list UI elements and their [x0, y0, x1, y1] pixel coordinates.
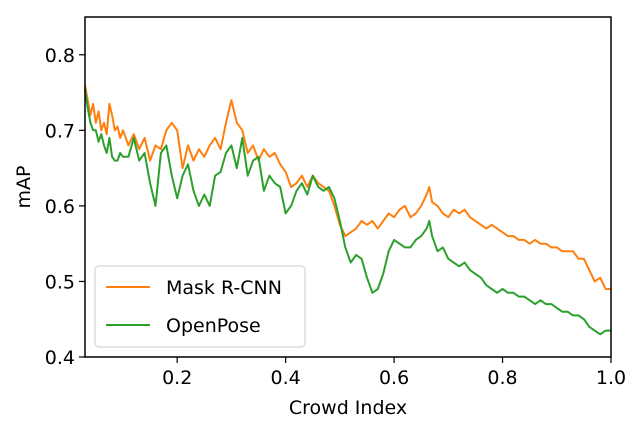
legend: Mask R-CNN OpenPose: [94, 265, 306, 348]
y-tick-label: 0.5: [45, 271, 75, 293]
y-tick-label: 0.8: [45, 45, 75, 67]
x-tick-label: 0.4: [271, 367, 301, 389]
y-axis-ticks: 0.4 0.5 0.6 0.7 0.8: [45, 45, 85, 369]
legend-label-openpose: OpenPose: [166, 315, 261, 337]
x-axis-ticks: 0.2 0.4 0.6 0.8 1.0: [162, 357, 626, 389]
legend-label-mask-rcnn: Mask R-CNN: [166, 277, 282, 299]
y-tick-label: 0.7: [45, 120, 75, 142]
series-line-openpose: [84, 88, 611, 336]
x-axis-label: Crowd Index: [289, 397, 407, 419]
x-tick-label: 1.0: [596, 367, 626, 389]
x-tick-label: 0.6: [379, 367, 409, 389]
y-tick-label: 0.6: [45, 196, 75, 218]
y-tick-label: 0.4: [45, 347, 75, 369]
x-tick-label: 0.2: [162, 367, 192, 389]
x-tick-label: 0.8: [487, 367, 517, 389]
series-line-mask-r-cnn: [84, 84, 611, 290]
plot-frame: [84, 16, 612, 358]
plot-lines: [84, 84, 611, 336]
y-axis-label: mAP: [13, 166, 35, 209]
